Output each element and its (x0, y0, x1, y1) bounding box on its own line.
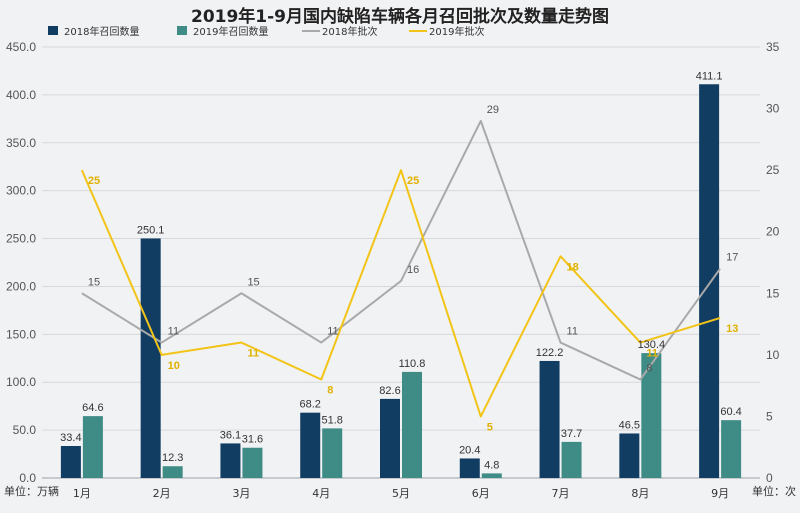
y-left-tick-label: 50.0 (13, 423, 37, 437)
line-value-label: 10 (168, 360, 180, 372)
line-value-label: 15 (247, 276, 259, 288)
y-left-tick-label: 0.0 (19, 471, 36, 485)
line-value-label: 5 (487, 421, 493, 433)
line-value-label: 11 (247, 348, 259, 360)
bar-value-label: 20.4 (459, 444, 480, 456)
axes: 0.0 50.0 100.0 150.0 200.0 250.0 300.0 350.0 400… (6, 40, 780, 500)
bar (699, 84, 720, 478)
chart-title: 2019年1-9月国内缺陷车辆各月召回批次及数量走势图 (191, 6, 609, 27)
line-value-label: 18 (567, 261, 579, 273)
bar-value-label: 250.1 (137, 224, 165, 236)
bar-value-label: 82.6 (379, 385, 400, 397)
x-tick-label: 9月 (711, 487, 729, 500)
y-right-tick-label: 0 (766, 471, 773, 485)
bar (641, 353, 662, 478)
y-left-tick-label: 400.0 (6, 88, 36, 102)
series-line (80, 169, 721, 418)
bar-value-label: 51.8 (322, 414, 343, 426)
y-right-tick-label: 5 (766, 409, 773, 423)
x-tick-label: 3月 (232, 487, 250, 500)
y-left-tick-label: 250.0 (6, 232, 36, 246)
y-left-tick-label: 300.0 (6, 184, 36, 198)
bar (322, 428, 343, 478)
bar-value-label: 4.8 (484, 459, 499, 471)
y-right-tick-label: 15 (766, 286, 780, 300)
line-value-label: 11 (168, 326, 179, 338)
bar (220, 443, 241, 478)
bar (721, 420, 742, 478)
x-tick-label: 8月 (631, 487, 649, 500)
line-value-label: 29 (487, 104, 499, 116)
line-value-label: 8 (646, 362, 652, 374)
bar-value-label: 37.7 (561, 428, 582, 440)
bar (162, 466, 183, 478)
y-right-tick-label: 30 (766, 102, 780, 116)
gridlines (42, 46, 760, 431)
line-value-label: 13 (726, 323, 738, 335)
legend-label: 2019年召回数量 (193, 25, 268, 38)
series-line (81, 119, 721, 381)
bar-value-label: 122.2 (536, 347, 564, 359)
bar (459, 458, 480, 478)
bar-value-label: 64.6 (82, 402, 103, 414)
bar (539, 360, 560, 478)
legend-label: 2019年批次 (429, 25, 484, 38)
legend-label: 2018年召回数量 (64, 25, 139, 38)
x-tick-label: 6月 (472, 487, 490, 500)
lines (80, 119, 721, 418)
bar (402, 371, 422, 478)
y-right-tick-label: 10 (766, 348, 780, 362)
line-value-label: 8 (327, 384, 333, 396)
bar (561, 441, 582, 478)
x-tick-label: 2月 (153, 487, 171, 500)
left-unit-label: 单位：万辆 (4, 484, 59, 498)
bar-value-label: 36.1 (220, 429, 241, 441)
x-tick-label: 7月 (552, 487, 570, 500)
bar (380, 398, 400, 478)
y-right-tick-label: 25 (766, 163, 780, 177)
right-unit-label: 单位：次 (752, 484, 796, 498)
data-labels: 33.4 250.1 36.1 68.2 82.6 20.4 122.2 46.5 411.1 6… (60, 70, 742, 471)
y-right-tick-label: 20 (766, 225, 780, 239)
bar-value-label: 130.4 (638, 339, 666, 351)
line-value-label: 11 (646, 348, 658, 360)
y-left-tick-label: 350.0 (6, 136, 36, 150)
bar-value-label: 33.4 (60, 432, 81, 444)
line-value-label: 25 (88, 175, 100, 187)
bar (242, 447, 263, 478)
bars (60, 84, 742, 478)
bar-value-label: 46.5 (619, 419, 640, 431)
x-tick-label: 5月 (392, 487, 410, 500)
bar-value-label: 31.6 (242, 434, 263, 446)
y-left-tick-label: 100.0 (6, 375, 36, 389)
bar (481, 473, 502, 478)
x-tick-label: 1月 (73, 487, 91, 500)
bar (82, 416, 103, 478)
bar (140, 238, 161, 478)
bar-value-label: 110.8 (399, 358, 426, 370)
bar-value-label: 12.3 (162, 452, 183, 464)
y-left-tick-label: 200.0 (6, 279, 36, 293)
bar-value-label: 68.2 (300, 399, 321, 411)
line-value-label: 15 (88, 276, 100, 288)
y-left-tick-label: 450.0 (6, 40, 36, 54)
bar (300, 412, 321, 478)
x-tick-label: 4月 (312, 487, 330, 500)
legend: 2018年召回数量 2019年召回数量 2018年批次 2019年批次 (48, 25, 484, 38)
legend-label: 2018年批次 (322, 25, 377, 38)
line-value-label: 25 (407, 175, 419, 187)
legend-swatch (177, 26, 187, 35)
legend-swatch (48, 26, 58, 35)
bar (619, 433, 640, 478)
bar-value-label: 60.4 (720, 406, 741, 418)
bar (60, 446, 81, 478)
line-value-label: 17 (726, 252, 738, 264)
line-value-label: 11 (567, 326, 578, 338)
line-value-label: 11 (327, 326, 338, 338)
y-left-tick-label: 150.0 (6, 327, 36, 341)
y-right-tick-label: 35 (766, 40, 780, 54)
bar-value-label: 411.1 (696, 70, 723, 82)
line-value-label: 16 (407, 264, 419, 276)
